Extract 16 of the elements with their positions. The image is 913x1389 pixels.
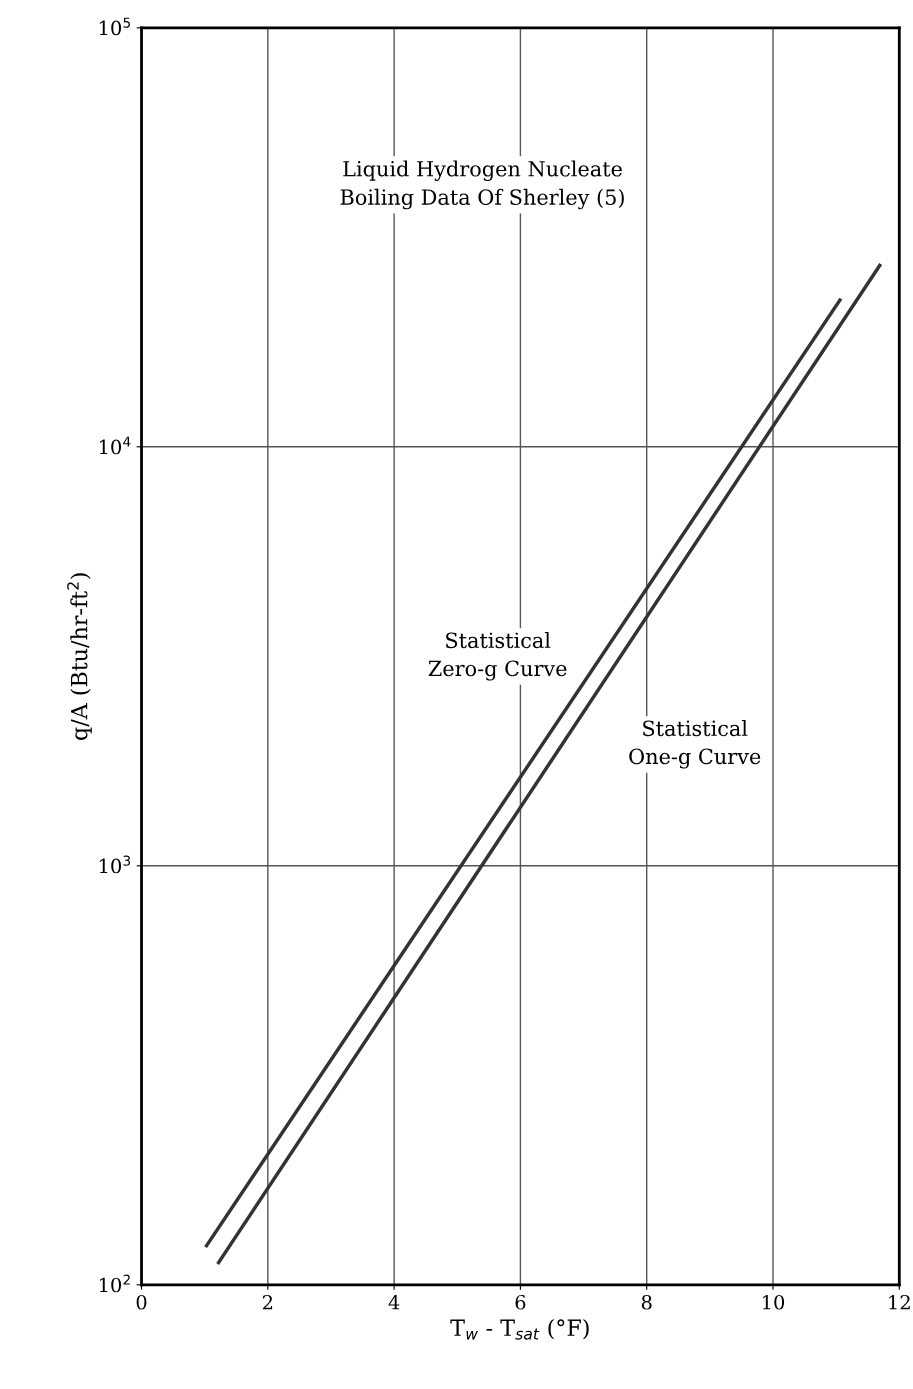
x-tick-label: 4: [388, 1294, 400, 1310]
x-tick-label: 6: [515, 1294, 526, 1310]
text: Statistical One-g Curve: [629, 720, 761, 769]
x-axis-title: T$_{w}$ - T$_{sat}$ (°F): [450, 1318, 589, 1340]
x-tick-label: 12: [889, 1294, 910, 1310]
annotation: Liquid Hydrogen Nucleate Boiling Data Of Sherley (5): [340, 160, 624, 210]
y-axis-title: q/A (Btu/hr-ft$^{2}$): [67, 573, 92, 740]
y-tick-label: 10$^{3}$: [99, 855, 131, 874]
x-tick-label: 8: [641, 1294, 652, 1310]
x-tick-label: 10: [763, 1294, 785, 1310]
x-tick-label: 0: [136, 1294, 147, 1310]
y-tick-label: 10$^{2}$: [99, 1274, 130, 1293]
y-tick-label: 10$^{5}$: [99, 17, 130, 36]
x-tick-label: 2: [262, 1294, 273, 1310]
y-tick-label: 10$^{4}$: [99, 436, 131, 455]
series-label: Statistical Zero-g Curve: [428, 632, 567, 681]
